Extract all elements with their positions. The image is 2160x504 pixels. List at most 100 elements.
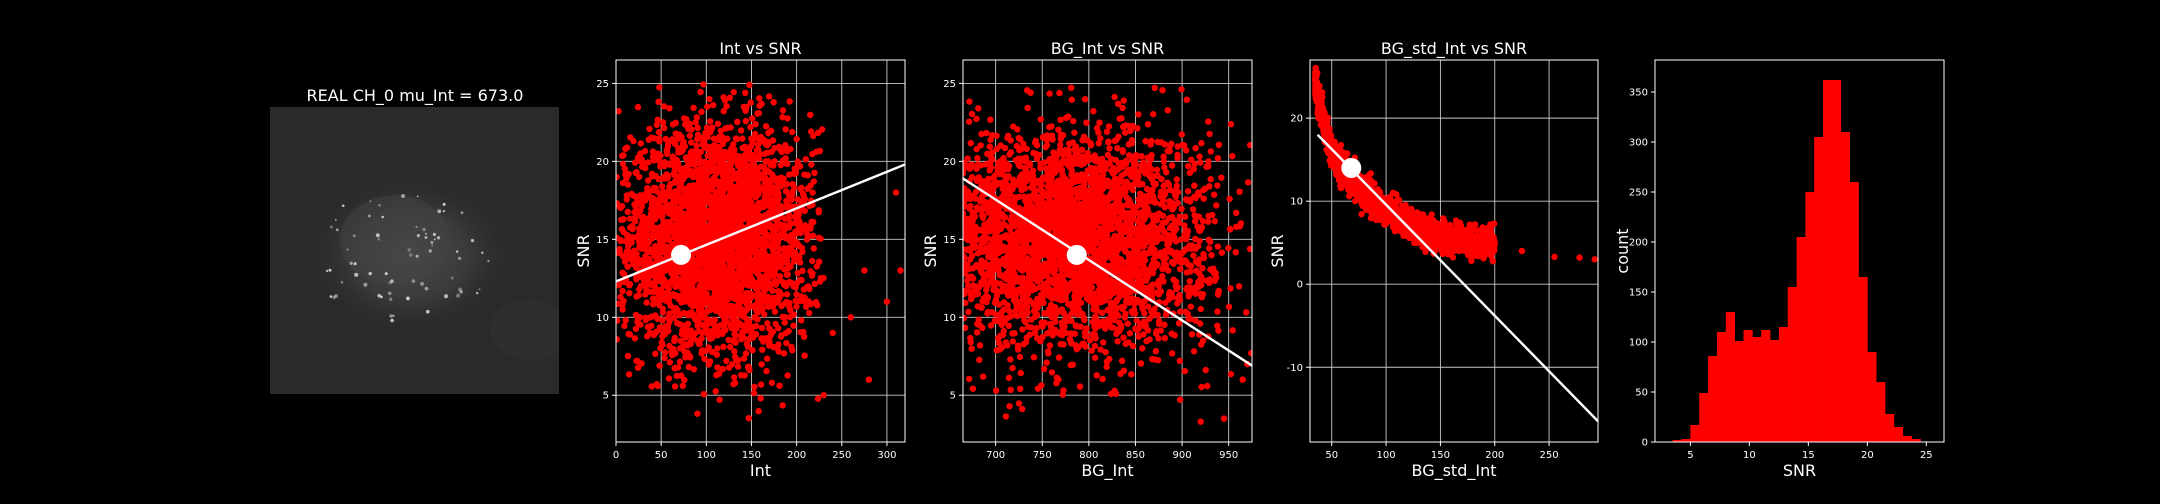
scatter-point	[1159, 87, 1166, 94]
scatter-point	[621, 322, 628, 330]
scatter-point	[685, 125, 692, 132]
scatter-point	[765, 274, 772, 281]
x-axis-label: Int	[750, 461, 771, 480]
scatter-point	[645, 136, 652, 143]
scatter-point	[1233, 209, 1240, 217]
scatter-point	[632, 218, 639, 225]
scatter-point	[661, 124, 668, 132]
scatter-point	[722, 174, 729, 181]
scatter-point	[633, 264, 640, 272]
scatter-point	[701, 355, 708, 363]
scatter-point	[783, 339, 790, 347]
scatter-point	[801, 333, 808, 340]
scatter-point	[897, 267, 904, 274]
scatter-point	[968, 345, 975, 352]
scatter-point	[655, 98, 662, 106]
scatter-point	[973, 329, 981, 336]
scatter-point	[687, 331, 694, 339]
scatter-point	[755, 290, 762, 297]
scatter-point	[685, 311, 692, 319]
scatter-point	[739, 328, 746, 335]
scatter-points	[963, 84, 1252, 425]
scatter-point	[637, 259, 644, 266]
scatter-point	[755, 155, 763, 162]
scatter-point	[1198, 383, 1205, 391]
scatter-point	[717, 127, 724, 135]
scatter-point	[728, 361, 736, 368]
scatter-point	[681, 376, 688, 384]
scatter-point	[787, 246, 795, 253]
scatter-point	[769, 241, 776, 249]
scatter-point	[636, 173, 643, 181]
scatter-point	[686, 132, 693, 139]
scatter-point	[763, 367, 770, 375]
image-speckle	[476, 292, 479, 295]
scatter-point	[676, 321, 683, 328]
scatter-point	[805, 232, 812, 240]
scatter-point	[665, 285, 672, 292]
scatter-point	[752, 314, 759, 321]
scatter-point	[794, 215, 802, 222]
scatter-point	[743, 301, 751, 308]
scatter-point	[713, 372, 720, 379]
scatter-point	[769, 328, 777, 336]
scatter-point	[1177, 396, 1184, 403]
scatter-point	[764, 320, 771, 327]
scatter-point	[765, 93, 773, 100]
scatter-point	[656, 324, 664, 331]
scatter-point	[719, 261, 726, 268]
scatter-point	[618, 216, 625, 223]
scatter-point	[701, 181, 708, 188]
scatter-point	[790, 252, 798, 260]
scatter-point	[1020, 140, 1027, 148]
image-speckle	[406, 296, 410, 301]
scatter-point	[661, 280, 668, 287]
scatter-point	[691, 260, 698, 268]
scatter-point	[761, 249, 768, 256]
fit-line	[616, 163, 905, 283]
scatter-point	[809, 150, 816, 158]
scatter-point	[747, 218, 754, 226]
scatter-point	[797, 259, 804, 266]
scatter-point	[728, 245, 735, 252]
scatter-point	[720, 108, 727, 115]
scatter-point	[730, 141, 737, 148]
scatter-point	[963, 210, 967, 217]
scatter-point	[690, 202, 697, 209]
scatter-point	[716, 396, 723, 403]
scatter-point	[792, 170, 799, 177]
scatter-point	[712, 189, 719, 196]
scatter-point	[692, 224, 699, 231]
scatter-point	[742, 350, 750, 357]
scatter-point	[732, 331, 739, 339]
axes-frame	[615, 59, 906, 443]
scatter-point	[1005, 322, 1012, 329]
scatter-point	[1128, 140, 1136, 147]
scatter-point	[784, 300, 791, 308]
image-speckle	[416, 234, 420, 238]
scatter-point	[1186, 278, 1194, 285]
scatter-point	[699, 201, 706, 209]
scatter-point	[736, 233, 744, 241]
scatter-point	[689, 210, 696, 217]
scatter-point	[779, 114, 786, 121]
scatter-point	[1122, 170, 1129, 177]
scatter-point	[678, 330, 686, 338]
scatter-point	[807, 268, 814, 275]
scatter-point	[645, 246, 652, 253]
scatter-point	[633, 168, 640, 176]
scatter-point	[783, 291, 791, 298]
scatter-point	[1093, 372, 1100, 379]
scatter-point	[667, 210, 675, 218]
scatter-point	[974, 154, 981, 162]
plot-area	[616, 81, 905, 422]
scatter-point	[750, 158, 757, 165]
scatter-point	[665, 375, 673, 382]
scatter-point	[963, 222, 967, 229]
image-speckle	[444, 294, 449, 299]
scatter-point	[653, 121, 660, 128]
scatter-point	[619, 306, 626, 313]
scatter-point	[787, 145, 794, 153]
scatter-point	[799, 267, 806, 274]
scatter-point	[780, 350, 788, 357]
